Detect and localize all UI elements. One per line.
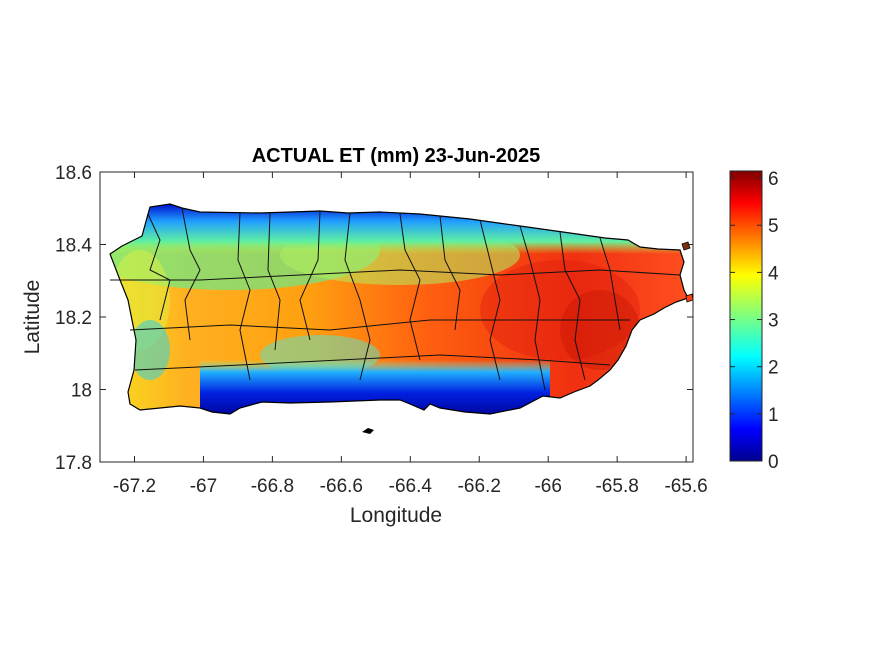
x-axis-label: Longitude bbox=[350, 504, 442, 527]
et-heatmap bbox=[110, 204, 688, 414]
x-tick-label: -65.6 bbox=[664, 476, 707, 497]
y-axis: 18.6 18.4 18.2 18 17.8 bbox=[55, 163, 693, 474]
x-tick-label: -65.8 bbox=[595, 476, 638, 497]
colorbar-tick-label: 1 bbox=[768, 405, 779, 426]
x-tick-label: -66.8 bbox=[251, 476, 294, 497]
colorbar-tick-label: 5 bbox=[768, 216, 779, 237]
y-axis-label: Latitude bbox=[21, 280, 44, 355]
colorbar-tick-label: 3 bbox=[768, 311, 779, 332]
y-tick-label: 18.2 bbox=[55, 308, 92, 329]
x-tick-label: -66.6 bbox=[320, 476, 363, 497]
x-tick-label: -66.4 bbox=[389, 476, 433, 497]
chart-title: ACTUAL ET (mm) 23-Jun-2025 bbox=[252, 145, 541, 167]
x-axis: -67.2 -67 -66.8 -66.6 -66.4 -66.2 -66 -65.8 -65.… bbox=[113, 172, 708, 497]
x-tick-label: -66.2 bbox=[458, 476, 501, 497]
colorbar-tick-label: 6 bbox=[768, 169, 779, 190]
x-tick-label: -66 bbox=[534, 476, 561, 497]
colorbar-tick-label: 4 bbox=[768, 263, 779, 284]
colorbar-tick-label: 2 bbox=[768, 358, 779, 379]
x-tick-label: -67.2 bbox=[113, 476, 156, 497]
colorbar-tick-label: 0 bbox=[768, 452, 779, 473]
y-tick-label: 18.4 bbox=[55, 236, 92, 257]
municipality-boundaries bbox=[110, 207, 681, 391]
colorbar bbox=[729, 170, 763, 462]
colorbar-ticks: 6 5 4 3 2 1 0 bbox=[730, 169, 779, 473]
y-tick-label: 17.8 bbox=[55, 453, 92, 474]
y-tick-label: 18 bbox=[71, 381, 92, 402]
y-tick-label: 18.6 bbox=[55, 163, 92, 184]
x-tick-label: -67 bbox=[190, 476, 217, 497]
